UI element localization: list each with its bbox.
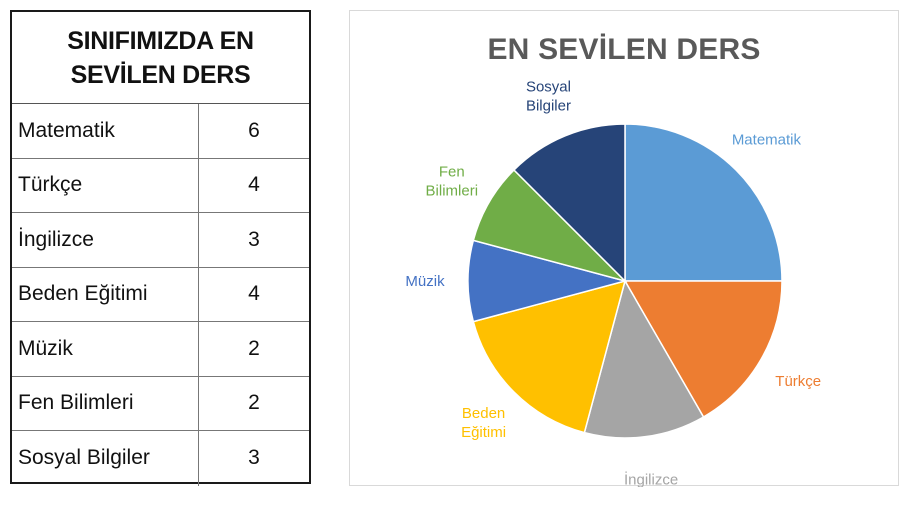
data-table: SINIFIMIZDA EN SEVİLEN DERS Matematik 6 … (10, 10, 311, 486)
table-title-line2: SEVİLEN DERS (70, 60, 251, 89)
table-row: Matematik 6 (12, 104, 309, 159)
table-title: SINIFIMIZDA EN SEVİLEN DERS (12, 12, 309, 104)
count-cell: 3 (248, 227, 260, 251)
subject-cell: Sosyal Bilgiler (12, 431, 199, 486)
count-cell: 2 (248, 336, 260, 360)
count-cell: 3 (248, 446, 260, 470)
table-row: Müzik 2 (12, 322, 309, 377)
pie-slice-ingilizce (583, 279, 705, 439)
count-cell: 2 (248, 391, 260, 415)
pie-slice-sosyal-bilgiler (512, 123, 626, 283)
count-cell: 4 (248, 282, 260, 306)
slice-label-sosyal-bilgiler: Sosyal Bilgiler (526, 79, 571, 115)
table-title-line1: SINIFIMIZDA EN (67, 26, 254, 55)
count-cell: 6 (248, 118, 260, 142)
pie-chart-panel: EN SEVİLEN DERS Matematik Türkçe İngilizce… (349, 10, 899, 487)
table-row: İngilizce 3 (12, 213, 309, 268)
pie-slice-matematik (624, 123, 783, 282)
table-row: Fen Bilimleri 2 (12, 376, 309, 431)
pie-slice-turkce (623, 280, 783, 418)
table-row: Türkçe 4 (12, 158, 309, 213)
slice-label-matematik: Matematik (732, 132, 802, 149)
slice-label-turkce: Türkçe (775, 373, 821, 390)
slice-label-beden-egitimi: Beden Eğitimi (461, 405, 506, 441)
table-row: Beden Eğitimi 4 (12, 267, 309, 322)
subject-cell: Matematik (12, 104, 199, 158)
subject-cell: Türkçe (12, 158, 199, 212)
subject-cell: Fen Bilimleri (12, 376, 199, 430)
slice-label-ingilizce: İngilizce (624, 470, 678, 487)
chart-title: EN SEVİLEN DERS (487, 33, 761, 66)
subject-cell: İngilizce (12, 213, 199, 267)
subject-cell: Beden Eğitimi (12, 267, 199, 321)
subject-cell: Müzik (12, 322, 199, 376)
slice-label-muzik: Müzik (405, 273, 445, 290)
pie-chart: Matematik Türkçe İngilizce Beden Eğitimi Müzi… (405, 79, 821, 487)
slice-label-fen-bilimleri: Fen Bilimleri (426, 164, 479, 200)
pie-slice-beden-egitimi (472, 279, 627, 434)
table-row: Sosyal Bilgiler 3 (12, 431, 309, 486)
count-cell: 4 (248, 173, 260, 197)
